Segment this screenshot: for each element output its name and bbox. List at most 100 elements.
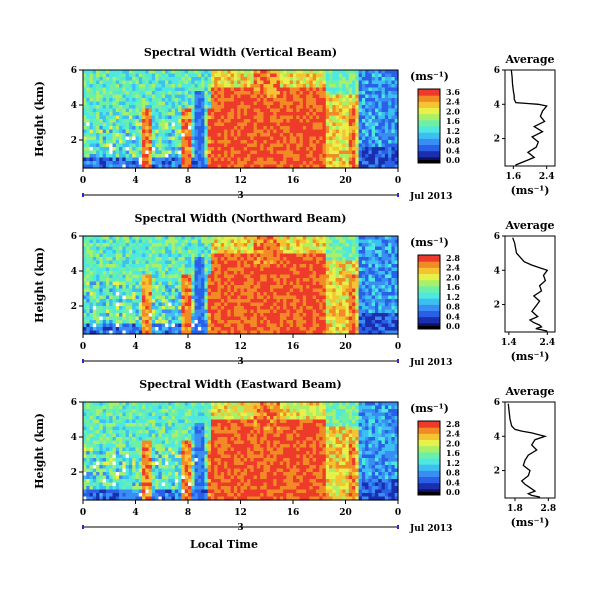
heatmap-cell <box>276 320 281 325</box>
heatmap-cell <box>207 243 212 248</box>
heatmap-cell <box>135 108 140 113</box>
heatmap-cell <box>155 140 160 145</box>
heatmap-cell <box>315 80 320 85</box>
heatmap-cell <box>384 157 389 162</box>
heatmap-cell <box>352 129 356 134</box>
heatmap-cell <box>289 91 294 96</box>
heatmap-cell <box>312 101 317 106</box>
heatmap-cell <box>230 306 235 311</box>
heatmap-cell <box>296 91 301 96</box>
heatmap-cell <box>122 115 127 120</box>
heatmap-cell <box>99 129 104 134</box>
heatmap-cell <box>293 101 297 106</box>
heatmap-cell <box>142 115 146 120</box>
heatmap-cell <box>158 239 163 244</box>
heatmap-cell <box>168 239 173 244</box>
heatmap-cell <box>358 140 363 145</box>
heatmap-cell <box>260 243 265 248</box>
heatmap-cell <box>230 299 235 304</box>
heatmap-cell <box>256 257 261 262</box>
heatmap-cell <box>355 154 360 159</box>
heatmap-cell <box>89 108 94 113</box>
heatmap-cell <box>329 295 333 300</box>
heatmap-cell <box>276 136 281 141</box>
heatmap-cell <box>214 253 219 258</box>
heatmap-cell <box>273 302 278 307</box>
heatmap-cell <box>361 101 366 106</box>
heatmap-cell <box>89 129 94 134</box>
heatmap-cell <box>210 94 215 99</box>
heatmap-cell <box>322 161 327 166</box>
heatmap-cell <box>220 101 225 106</box>
heatmap-cell <box>352 140 356 145</box>
heatmap-cell <box>217 150 222 155</box>
heatmap-cell <box>306 250 311 255</box>
heatmap-cell <box>306 306 311 311</box>
heatmap-cell <box>217 122 222 127</box>
heatmap-cell <box>132 274 137 279</box>
heatmap-cell <box>161 161 166 166</box>
heatmap-cell <box>194 94 199 99</box>
heatmap-cell <box>253 267 258 272</box>
heatmap-cell <box>148 77 153 82</box>
heatmap-cell <box>207 147 212 152</box>
heatmap-cell <box>358 108 363 113</box>
heatmap-cell <box>128 309 133 314</box>
heatmap-cell <box>165 157 169 162</box>
heatmap-cell <box>355 70 360 75</box>
heatmap-cell <box>102 292 107 297</box>
heatmap-cell <box>302 243 307 248</box>
heatmap-cell <box>83 70 87 75</box>
heatmap-cell <box>125 292 130 297</box>
heatmap-cell <box>119 239 123 244</box>
heatmap-cell <box>99 164 104 169</box>
heatmap-cell <box>352 122 356 127</box>
heatmap-cell <box>181 313 186 318</box>
heatmap-cell <box>161 70 166 75</box>
heatmap-cell <box>92 87 97 92</box>
heatmap-cell <box>207 140 212 145</box>
heatmap-cell <box>368 108 373 113</box>
heatmap-cell <box>188 250 192 255</box>
heatmap-cell <box>260 267 265 272</box>
heatmap-cell <box>109 299 114 304</box>
heatmap-cell <box>260 302 265 307</box>
heatmap-cell <box>191 299 196 304</box>
heatmap-cell <box>283 288 288 293</box>
heatmap-cell <box>142 313 146 318</box>
heatmap-cell <box>135 129 140 134</box>
heatmap-cell <box>394 150 399 155</box>
heatmap-cell <box>384 87 389 92</box>
heatmap-cell <box>181 80 186 85</box>
heatmap-cell <box>237 236 242 241</box>
heatmap-cell <box>276 150 281 155</box>
heatmap-cell <box>302 302 307 307</box>
heatmap-cell <box>325 147 330 152</box>
heatmap-cell <box>256 101 261 106</box>
heatmap-cell <box>312 302 317 307</box>
heatmap-cell <box>289 292 294 297</box>
heatmap-cell <box>279 309 284 314</box>
heatmap-cell <box>96 101 101 106</box>
heatmap-cell <box>158 115 163 120</box>
heatmap-cell <box>128 330 133 335</box>
heatmap-cell <box>151 143 156 148</box>
heatmap-cell <box>92 105 97 110</box>
heatmap-cell <box>122 236 127 241</box>
heatmap-cell <box>250 126 255 131</box>
heatmap-cell <box>204 147 209 152</box>
heatmap-cell <box>165 73 169 78</box>
heatmap-cell <box>391 73 396 78</box>
heatmap-cell <box>132 98 137 103</box>
heatmap-cell <box>125 129 130 134</box>
heatmap-cell <box>368 84 373 89</box>
heatmap-cell <box>207 313 212 318</box>
heatmap-cell <box>312 126 317 131</box>
heatmap-cell <box>289 309 294 314</box>
heatmap-cell <box>332 292 337 297</box>
heatmap-cell <box>260 292 265 297</box>
heatmap-cell <box>371 94 376 99</box>
heatmap-cell <box>174 299 179 304</box>
heatmap-cell <box>230 161 235 166</box>
heatmap-cell <box>345 80 350 85</box>
